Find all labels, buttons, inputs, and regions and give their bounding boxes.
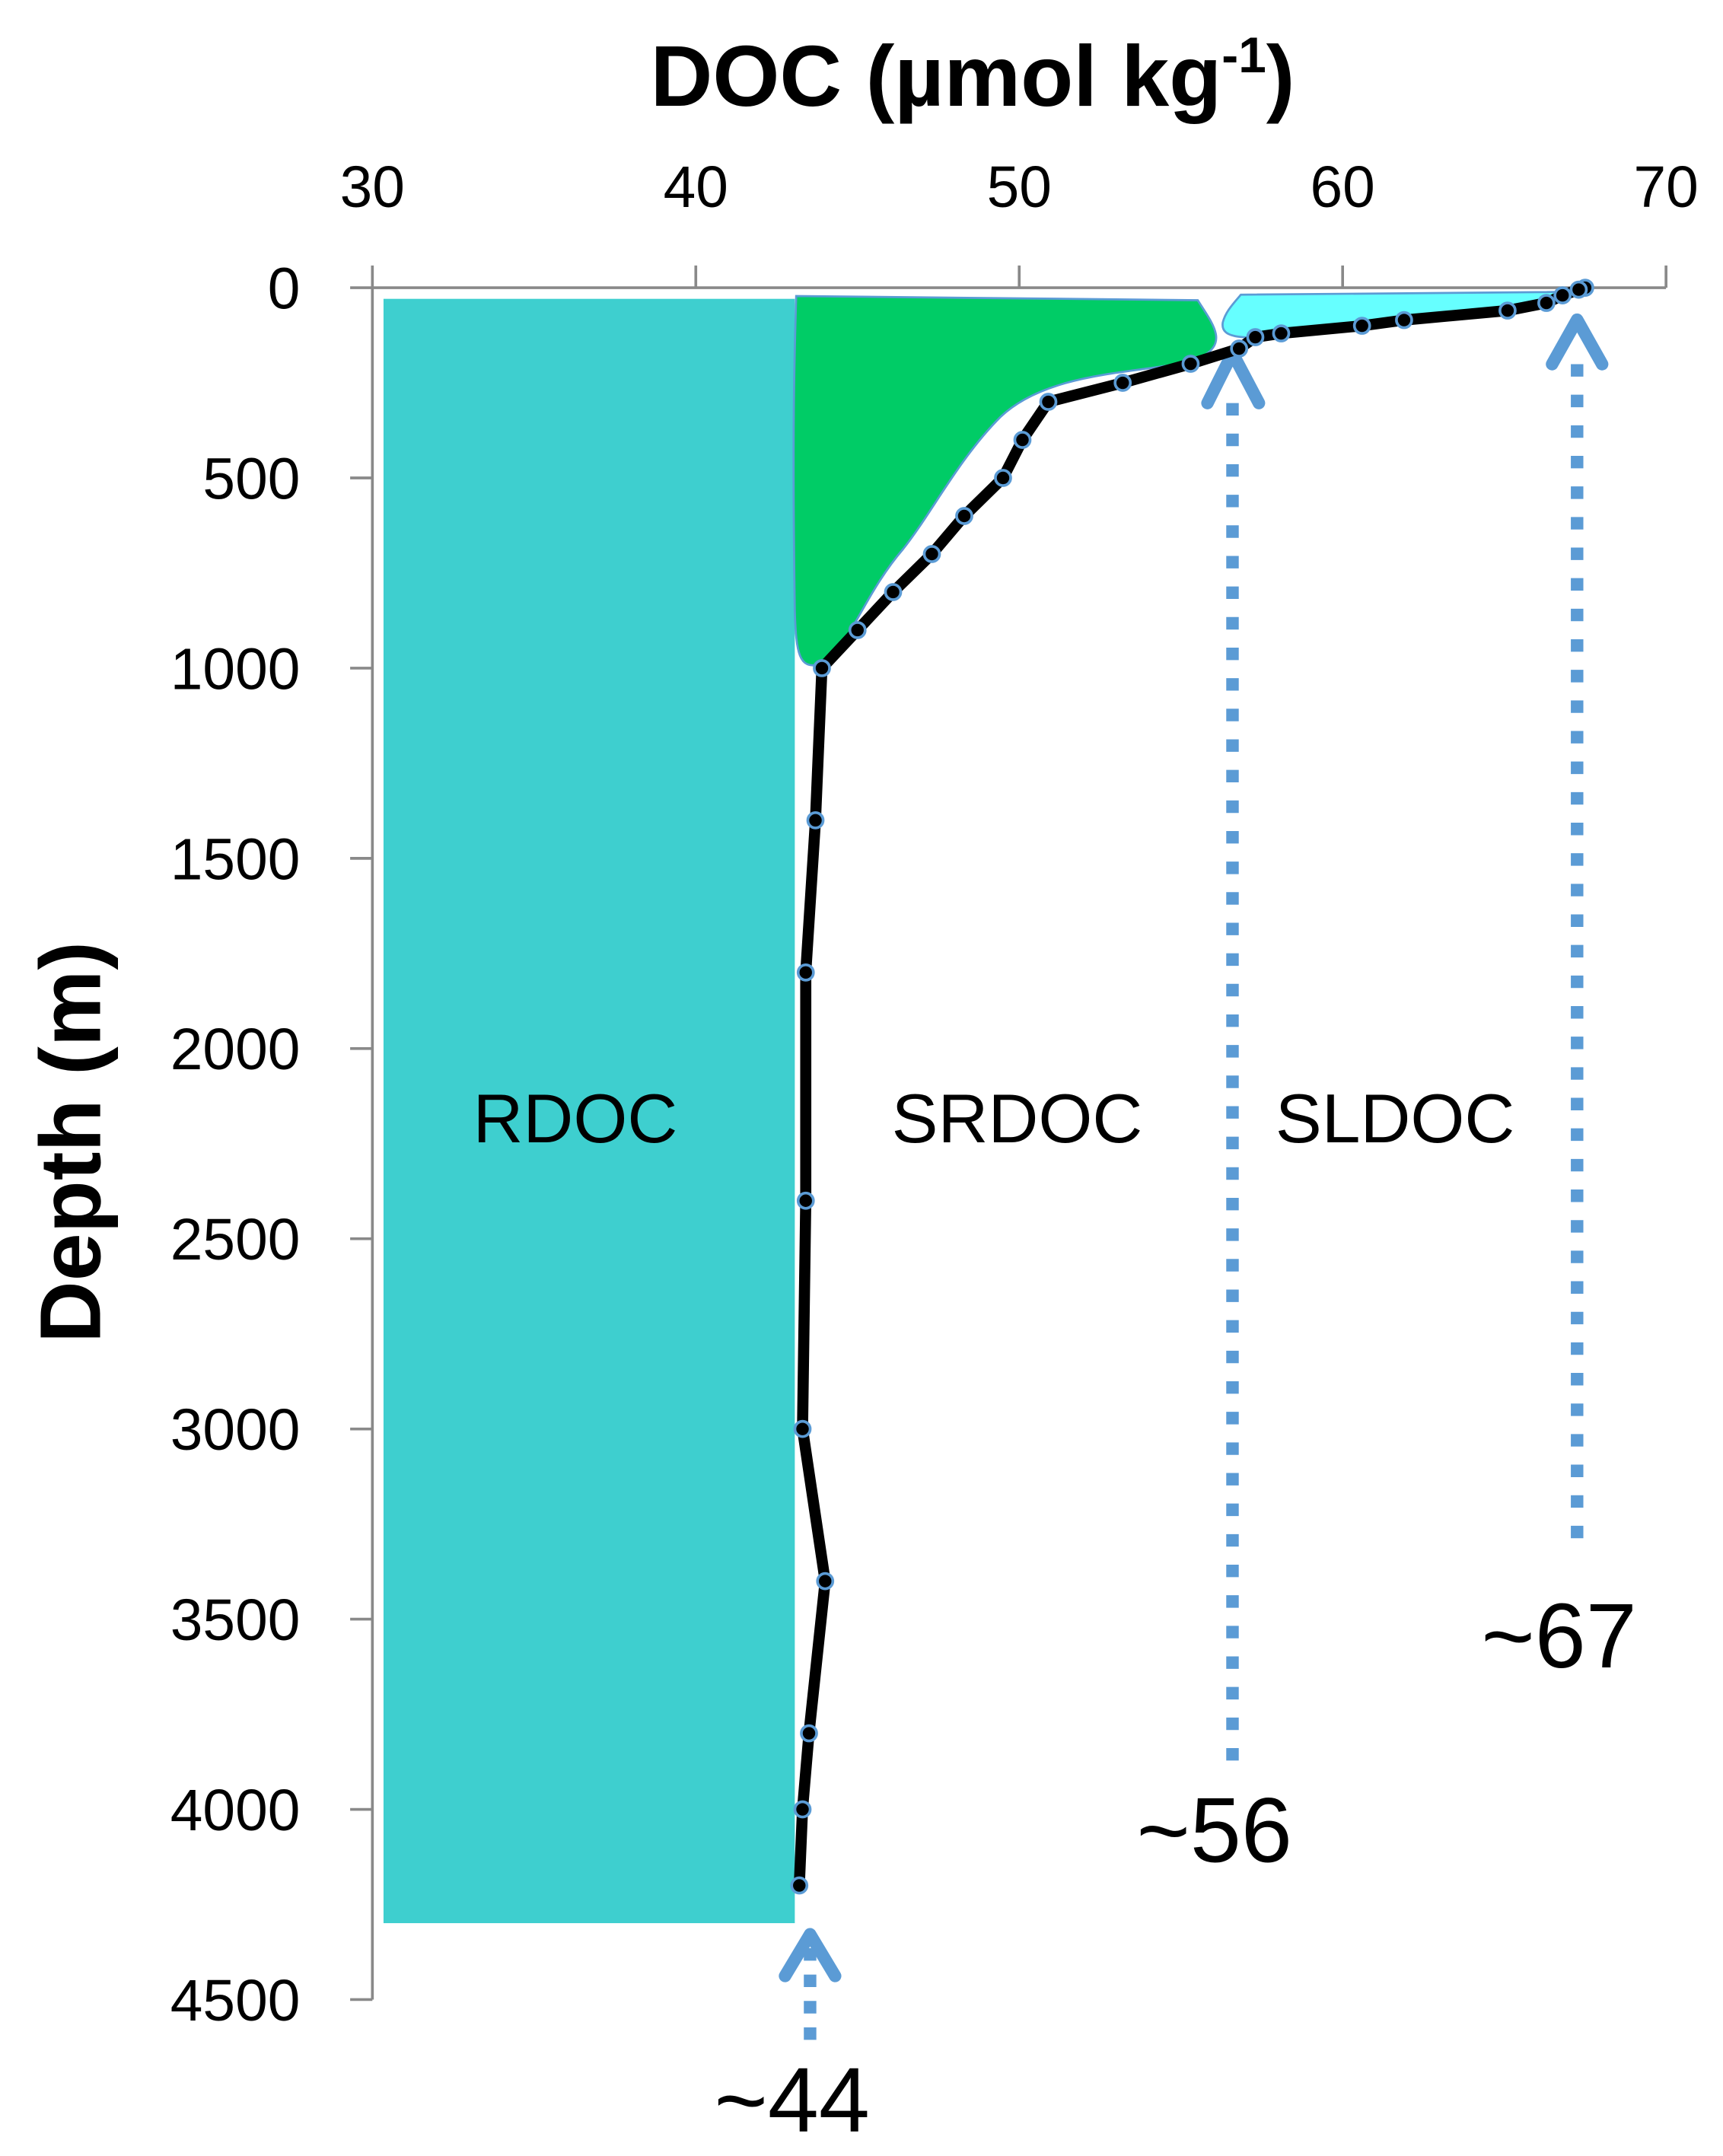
data-point xyxy=(1013,431,1032,449)
y-tick-label: 4500 xyxy=(170,1969,301,2033)
region-label-srdoc: SRDOC xyxy=(892,1080,1143,1158)
region-label-sldoc: SLDOC xyxy=(1276,1080,1515,1158)
data-point xyxy=(1181,355,1200,373)
y-tick-label: 1000 xyxy=(170,637,301,702)
data-point xyxy=(793,1800,812,1819)
doc-profile-line xyxy=(793,282,1587,1886)
data-point xyxy=(848,621,867,639)
data-point xyxy=(1246,328,1265,346)
data-point xyxy=(796,1191,815,1210)
y-tick-label: 3500 xyxy=(170,1588,301,1653)
data-point xyxy=(816,1572,835,1591)
data-point xyxy=(1113,374,1132,392)
data-point xyxy=(884,583,903,601)
annotation-44: ~44 xyxy=(715,2049,870,2151)
x-tick-label: 50 xyxy=(987,155,1052,220)
annotation-67: ~67 xyxy=(1481,1584,1636,1687)
data-point xyxy=(1498,301,1517,320)
data-point xyxy=(1230,339,1249,358)
annotation-56: ~56 xyxy=(1137,1779,1292,1882)
x-tick-label: 70 xyxy=(1633,155,1698,220)
data-point xyxy=(1395,311,1413,330)
data-point xyxy=(793,1419,812,1438)
data-point xyxy=(1553,286,1572,304)
y-tick-label: 0 xyxy=(268,256,301,321)
data-point xyxy=(994,469,1012,487)
arrow-44 xyxy=(779,1928,842,2043)
region-label-rdoc: RDOC xyxy=(473,1080,678,1158)
data-point xyxy=(1537,294,1556,312)
data-point xyxy=(806,811,825,830)
data-point xyxy=(796,963,815,982)
data-point xyxy=(1039,393,1058,411)
y-tick-label: 4000 xyxy=(170,1779,301,1843)
arrow-56 xyxy=(1201,346,1266,1772)
x-tick-label: 40 xyxy=(664,155,728,220)
data-point xyxy=(1272,324,1291,342)
data-point xyxy=(790,1876,809,1895)
doc-profile-series xyxy=(790,279,1594,1895)
x-tick-label: 30 xyxy=(340,155,405,220)
arrow-67 xyxy=(1546,313,1609,1543)
data-point xyxy=(800,1724,818,1743)
axes: 30 40 50 60 70 0 500 1000 1500 2000 2500 3000 3500 40… xyxy=(170,155,1699,2033)
data-point xyxy=(813,659,831,677)
y-tick-label: 1500 xyxy=(170,827,301,892)
y-tick-label: 500 xyxy=(202,447,300,511)
y-tick-label: 3000 xyxy=(170,1398,301,1463)
x-axis-title: DOC (µmol kg-1) xyxy=(651,27,1295,124)
y-tick-label: 2500 xyxy=(170,1208,301,1272)
rdoc-region xyxy=(383,298,795,1924)
data-point xyxy=(955,507,973,525)
x-tick-label: 60 xyxy=(1311,155,1375,220)
data-point xyxy=(922,545,941,563)
data-point xyxy=(1352,317,1371,335)
y-tick-label: 2000 xyxy=(170,1017,301,1082)
data-point xyxy=(1569,280,1588,299)
y-axis-title: Depth (m) xyxy=(22,941,118,1343)
